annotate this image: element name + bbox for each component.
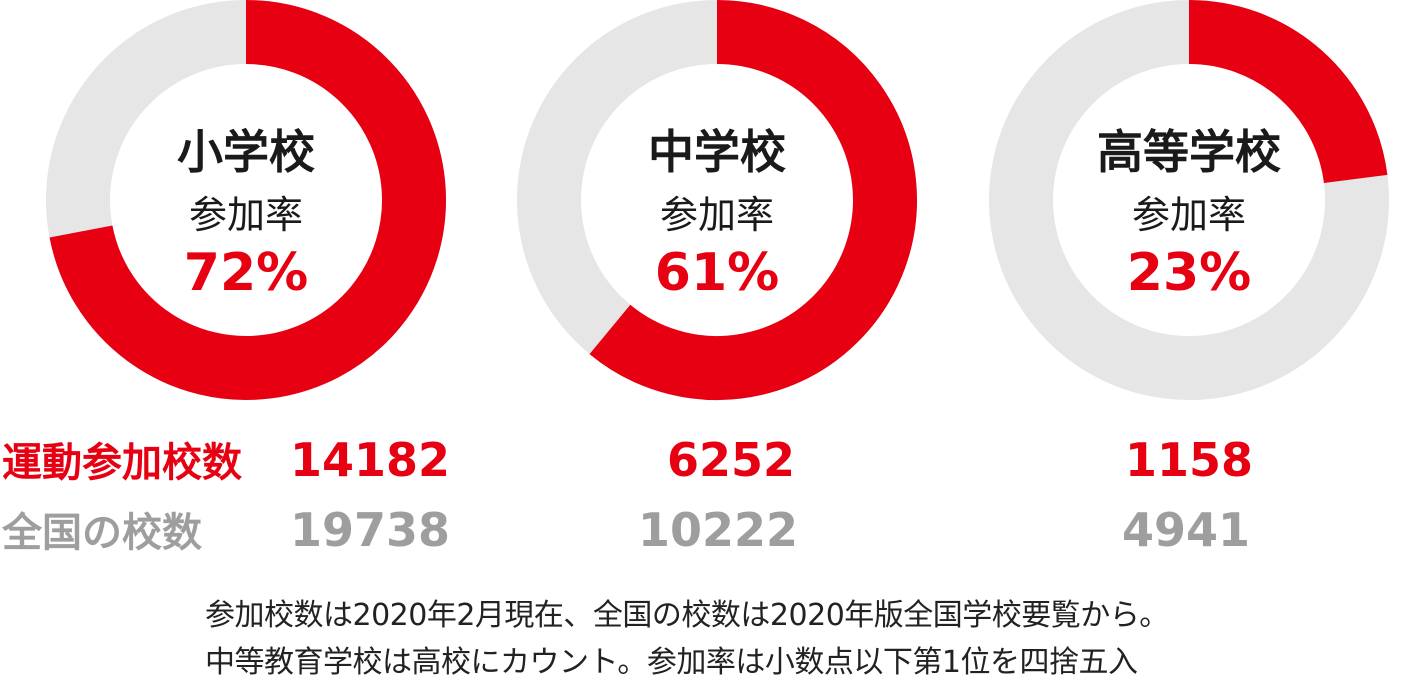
donut-high-school: 高等学校 参加率 23% [989,0,1389,400]
row-label-total: 全国の校数 [1,510,202,556]
row-label-participating: 運動参加校数 [2,440,242,486]
donut-segment-high-school [1188,0,1388,184]
donut-title-junior-high: 中学校 [648,125,786,179]
donut-title-elementary: 小学校 [177,125,315,179]
donut-subtitle-high-school: 参加率 [1132,193,1246,237]
footnote-line-1: 参加校数は2020年2月現在、全国の校数は2020年版全国学校要覧から。 [205,598,1169,633]
donut-junior-high: 中学校 参加率 61% [517,0,917,400]
participating-count-high-school: 1158 [1125,433,1253,487]
donut-percent-high-school: 23% [1127,243,1251,303]
donut-elementary: 小学校 参加率 72% [46,0,446,400]
total-count-high-school: 4941 [1122,503,1250,557]
donut-percent-elementary: 72% [184,243,308,303]
donut-segment-elementary [49,0,446,400]
donut-subtitle-elementary: 参加率 [189,193,303,237]
donut-segment-junior-high [589,0,917,400]
participating-count-junior-high: 6252 [667,433,795,487]
donut-subtitle-junior-high: 参加率 [660,193,774,237]
donut-title-high-school: 高等学校 [1097,125,1281,179]
participating-count-elementary: 14182 [290,433,450,487]
total-count-elementary: 19738 [290,503,450,557]
donut-percent-junior-high: 61% [655,243,779,303]
total-count-junior-high: 10222 [638,503,798,557]
footnote-line-2: 中等教育学校は高校にカウント。参加率は小数点以下第1位を四捨五入 [205,645,1138,680]
